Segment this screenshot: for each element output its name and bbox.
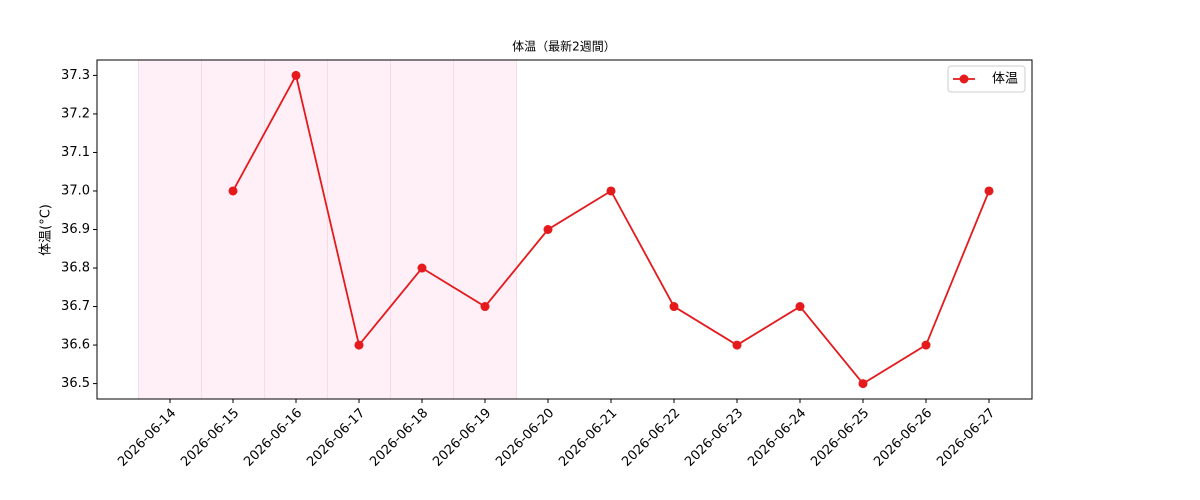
x-tick-label: 2026-06-26 [871,406,935,470]
y-tick-label: 37.1 [61,145,90,160]
data-point [480,302,490,312]
legend-marker [959,74,969,84]
chart-title: 体温（最新2週間） [512,39,616,54]
y-tick-label: 37.0 [61,183,90,198]
x-tick-label: 2026-06-19 [430,406,494,470]
highlight-span [264,59,328,400]
data-point [417,263,427,273]
highlight-span [390,59,454,400]
legend-box [947,65,1026,93]
highlight-span [138,59,202,400]
y-axis-label: 体温(°C) [39,204,54,256]
x-tick-label: 2026-06-23 [682,406,746,470]
y-tick-label: 37.2 [61,106,90,121]
data-point [921,340,931,350]
x-tick-label: 2026-06-27 [934,406,998,470]
data-point [228,186,238,196]
x-tick-label: 2026-06-21 [556,406,620,470]
data-point [732,340,742,350]
data-point [354,340,364,350]
data-point [669,302,679,312]
x-tick-label: 2026-06-16 [241,406,305,470]
x-tick-label: 2026-06-25 [808,406,872,470]
x-tick-label: 2026-06-15 [178,406,242,470]
y-tick-label: 37.3 [61,68,90,83]
y-tick-label: 36.6 [61,338,90,353]
x-tick-label: 2026-06-18 [367,406,431,470]
data-point [795,302,805,312]
data-point [606,186,616,196]
y-tick-label: 36.7 [61,299,90,314]
highlight-span [201,59,265,400]
y-tick-label: 36.5 [61,376,90,391]
x-tick-label: 2026-06-24 [745,406,809,470]
data-point [543,225,553,234]
y-tick-label: 36.9 [61,222,90,237]
legend-label: 体温 [992,72,1018,87]
x-tick-label: 2026-06-14 [115,406,179,470]
data-point [984,186,994,196]
data-point [858,379,868,389]
x-tick-label: 2026-06-20 [493,406,557,470]
x-tick-label: 2026-06-22 [619,406,683,470]
data-point [291,70,301,80]
x-tick-label: 2026-06-17 [304,406,368,470]
highlight-span [453,59,517,400]
y-tick-label: 36.8 [61,261,90,276]
